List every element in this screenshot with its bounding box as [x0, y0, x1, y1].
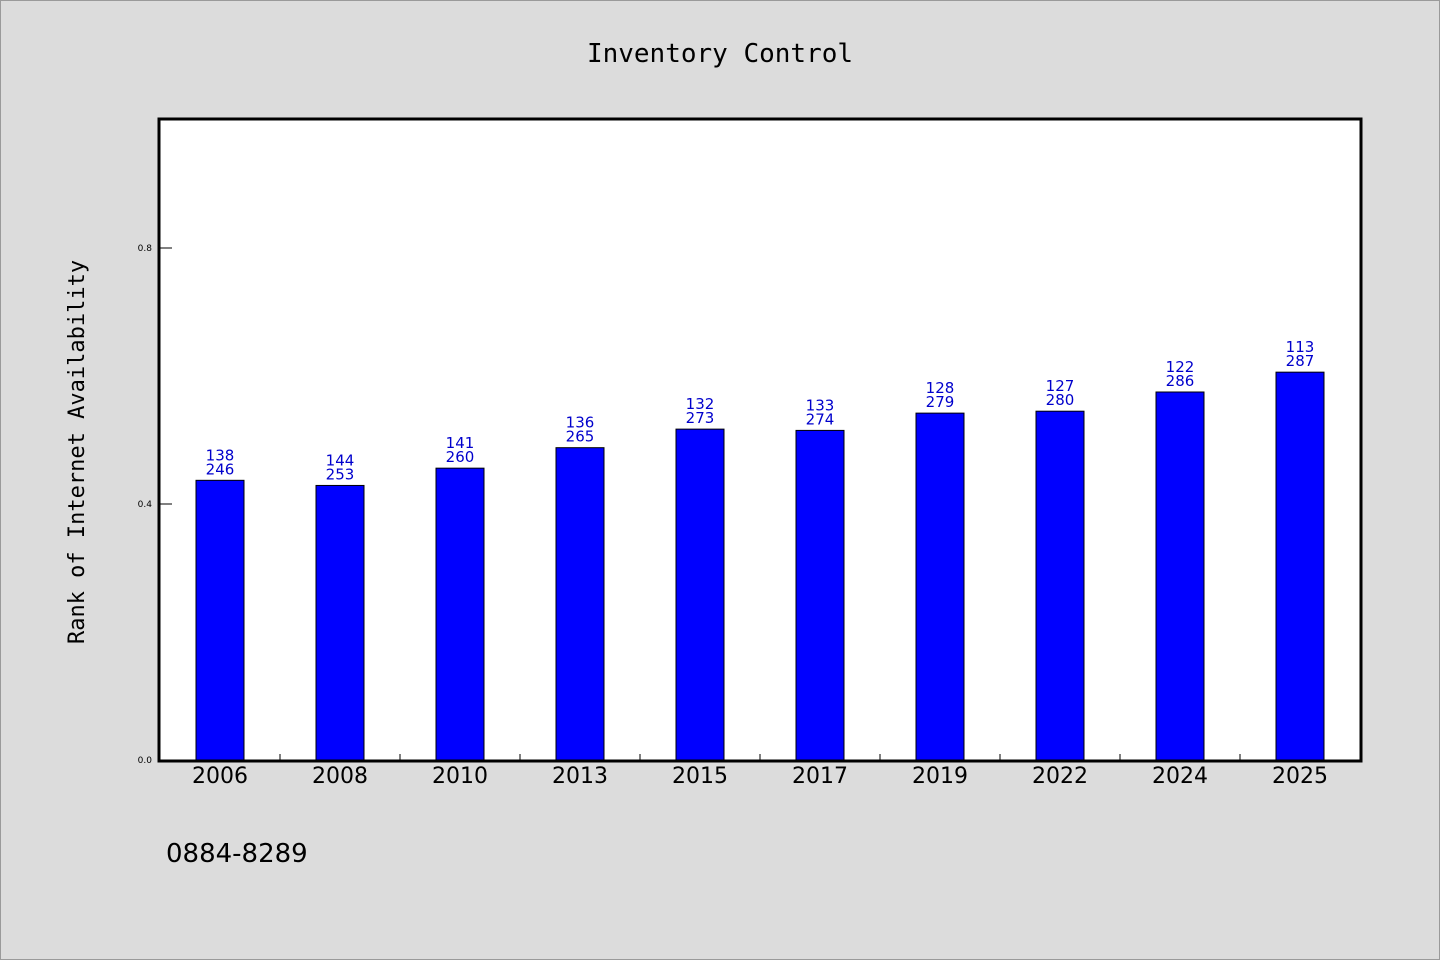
x-tick-label: 2019	[912, 764, 968, 789]
data-label-top: 144	[326, 451, 355, 469]
y-tick-label: 0.0	[138, 756, 153, 766]
x-tick-label: 2017	[792, 764, 848, 789]
data-label-bottom: 286	[1166, 372, 1195, 390]
data-label-top: 141	[446, 434, 475, 452]
x-tick-label: 2006	[192, 764, 248, 789]
data-label-top: 127	[1046, 377, 1075, 395]
chart-title: Inventory Control	[587, 39, 853, 69]
y-ticks: 0.0 0.4 0.8	[138, 244, 172, 766]
footnote-code: 0884-8289	[166, 839, 308, 869]
data-label-bottom: 260	[446, 448, 475, 466]
data-label-top: 132	[686, 395, 715, 413]
x-ticks	[279, 754, 1241, 760]
bar-2022	[1035, 410, 1085, 761]
data-label-top: 133	[806, 396, 835, 414]
bar-2019	[915, 412, 965, 761]
y-tick-label: 0.4	[138, 500, 153, 510]
x-tick-label: 2024	[1152, 764, 1208, 789]
data-label-bottom: 280	[1046, 391, 1075, 409]
bar-2025	[1275, 371, 1325, 761]
data-label-bottom: 246	[206, 460, 235, 478]
bar-2013	[555, 447, 605, 761]
x-tick-label: 2022	[1032, 764, 1088, 789]
data-label-top: 113	[1286, 338, 1315, 356]
data-label-bottom: 265	[566, 428, 595, 446]
bar-2015	[675, 428, 725, 761]
x-tick-label: 2008	[312, 764, 368, 789]
bar-2024	[1155, 391, 1205, 761]
bar-2017	[795, 429, 845, 761]
data-label-bottom: 287	[1286, 352, 1315, 370]
data-label-top: 122	[1166, 358, 1195, 376]
x-tick-labels: 2006 2008 2010 2013 2015 2017 2019 2022 2024 2025	[192, 764, 1328, 789]
x-tick-label: 2015	[672, 764, 728, 789]
data-label-top: 128	[926, 379, 955, 397]
bar-2006	[195, 479, 245, 761]
data-label-top: 138	[206, 446, 235, 464]
data-label-bottom: 253	[326, 465, 355, 483]
bars	[195, 371, 1325, 761]
data-label-bottom: 274	[806, 410, 835, 428]
data-label-top: 136	[566, 414, 595, 432]
x-tick-label: 2025	[1272, 764, 1328, 789]
x-tick-label: 2010	[432, 764, 488, 789]
y-tick-label: 0.8	[138, 244, 153, 254]
bar-2010	[435, 467, 485, 761]
y-axis-label: Rank of Internet Availability	[65, 260, 90, 644]
bar-2008	[315, 484, 365, 761]
data-label-bottom: 273	[686, 409, 715, 427]
data-label-bottom: 279	[926, 393, 955, 411]
x-tick-label: 2013	[552, 764, 608, 789]
